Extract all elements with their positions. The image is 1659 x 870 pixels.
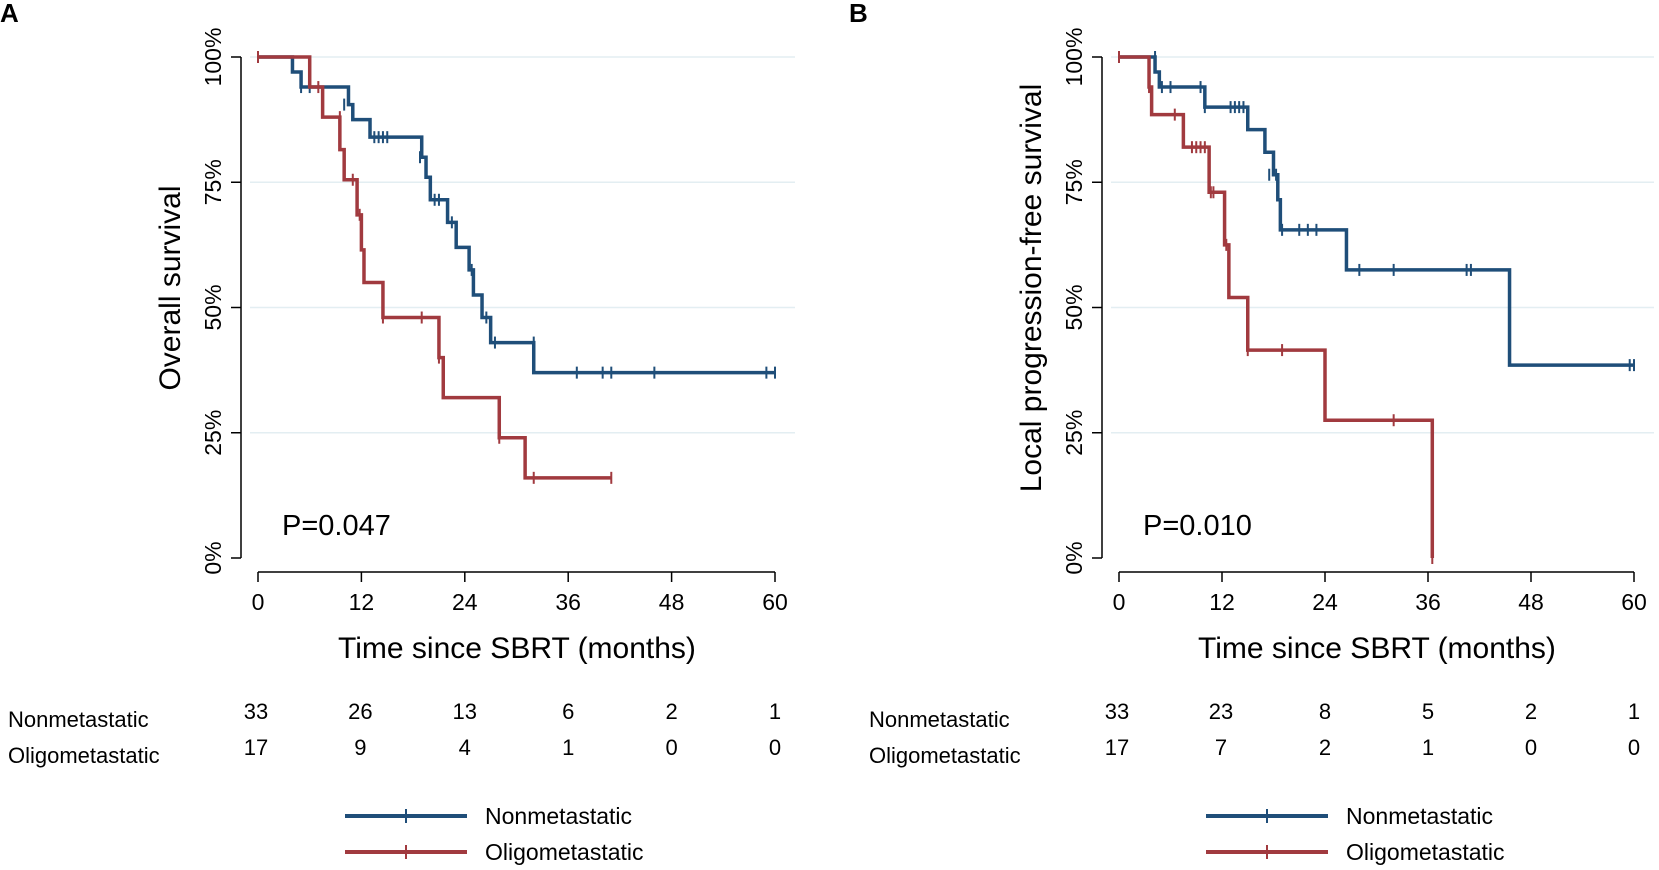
panel-b-risk-value-oligometastatic: 1 [1422,735,1434,760]
panel-b-risk-value-nonmetastatic: 5 [1422,699,1434,724]
panel-b-risk-value-nonmetastatic: 23 [1209,699,1233,724]
panel-b-risk-value-nonmetastatic: 8 [1319,699,1331,724]
panel-a-risk-value-oligometastatic: 9 [354,735,366,760]
panel-b-y-tick-label: 0% [1061,541,1087,574]
panel-b-y-tick-label: 100% [1061,28,1087,87]
panel-a-x-axis-title: Time since SBRT (months) [338,632,696,665]
panel-a-x-tick-label: 36 [555,589,581,615]
panel-a-legend: Nonmetastatic Oligometastatic [345,803,644,865]
panel-a-x-tick-label: 24 [452,589,478,615]
panel-a-y-tick-label: 100% [200,28,226,87]
panel-b-legend-label-oligometastatic: Oligometastatic [1346,839,1505,865]
panel-a-risk-value-oligometastatic: 4 [459,735,471,760]
panel-a-risk-value-nonmetastatic: 1 [769,699,781,724]
panel-b-risk-value-oligometastatic: 0 [1525,735,1537,760]
panel-a-risk-label-oligometastatic: Oligometastatic [8,743,160,768]
panel-b-y-axis-title: Local progression-free survival [1015,84,1048,493]
panel-b-x-tick-label: 48 [1518,589,1544,615]
panel-a-risk-label-nonmetastatic: Nonmetastatic [8,707,149,732]
panel-b-x-tick-label: 12 [1209,589,1235,615]
panel-a-risk-value-nonmetastatic: 13 [453,699,477,724]
panel-a-x-tick-label: 0 [252,589,265,615]
panel-b-x-axis-title: Time since SBRT (months) [1198,632,1556,665]
panel-a-risk-value-nonmetastatic: 26 [348,699,372,724]
panel-b: B Local progression-free survival Time s… [849,0,1654,865]
panel-a-risk-value-nonmetastatic: 33 [244,699,268,724]
panel-b-x-tick-label: 60 [1621,589,1647,615]
panel-b-risk-value-nonmetastatic: 33 [1105,699,1129,724]
panel-b-y-tick-label: 25% [1061,410,1087,456]
panel-a-letter: A [0,0,19,28]
panel-a-risk-value-nonmetastatic: 6 [562,699,574,724]
panel-b-p-value: P=0.010 [1143,510,1252,542]
panel-b-curve-nonmetastatic [1119,55,1634,367]
panel-b-risk-value-oligometastatic: 7 [1215,735,1227,760]
panel-a-risk-value-oligometastatic: 0 [769,735,781,760]
panel-a-y-tick-label: 50% [200,284,226,330]
panel-a-risk-value-oligometastatic: 1 [562,735,574,760]
panel-a-legend-label-oligometastatic: Oligometastatic [485,839,644,865]
panel-a-x-tick-label: 12 [349,589,375,615]
panel-a-legend-label-nonmetastatic: Nonmetastatic [485,803,632,829]
panel-b-x-tick-label: 24 [1312,589,1338,615]
panel-b-risk-label-nonmetastatic: Nonmetastatic [869,707,1010,732]
panel-a-risk-value-oligometastatic: 0 [665,735,677,760]
panel-b-risk-value-oligometastatic: 17 [1105,735,1129,760]
panel-b-x-tick-label: 0 [1113,589,1126,615]
panel-a-y-tick-label: 75% [200,159,226,205]
panel-b-y-tick-label: 50% [1061,284,1087,330]
panel-a-risk-value-nonmetastatic: 2 [665,699,677,724]
panel-b-risk-value-oligometastatic: 0 [1628,735,1640,760]
panel-b-legend-label-nonmetastatic: Nonmetastatic [1346,803,1493,829]
panel-b-curve-oligometastatic [1119,55,1435,558]
panel-a-p-value: P=0.047 [282,510,391,542]
panel-a-curve-nonmetastatic [258,55,775,375]
panel-b-y-tick-label: 75% [1061,159,1087,205]
panel-a-curve-oligometastatic [258,55,612,480]
panel-a-y-tick-label: 0% [200,541,226,574]
panel-b-risk-label-oligometastatic: Oligometastatic [869,743,1021,768]
panel-a-x-tick-label: 48 [659,589,685,615]
panel-a-y-axis-title: Overall survival [154,185,187,390]
panel-b-risk-value-nonmetastatic: 1 [1628,699,1640,724]
panel-b-legend: Nonmetastatic Oligometastatic [1206,803,1505,865]
panel-b-risk-value-nonmetastatic: 2 [1525,699,1537,724]
panel-a: A Overall survival Time since SBRT (mont… [0,0,795,865]
panel-b-letter: B [849,0,868,28]
panel-a-y-tick-label: 25% [200,410,226,456]
panel-b-risk-value-oligometastatic: 2 [1319,735,1331,760]
panel-b-x-tick-label: 36 [1415,589,1441,615]
panel-a-risk-value-oligometastatic: 17 [244,735,268,760]
panel-a-x-tick-label: 60 [762,589,788,615]
